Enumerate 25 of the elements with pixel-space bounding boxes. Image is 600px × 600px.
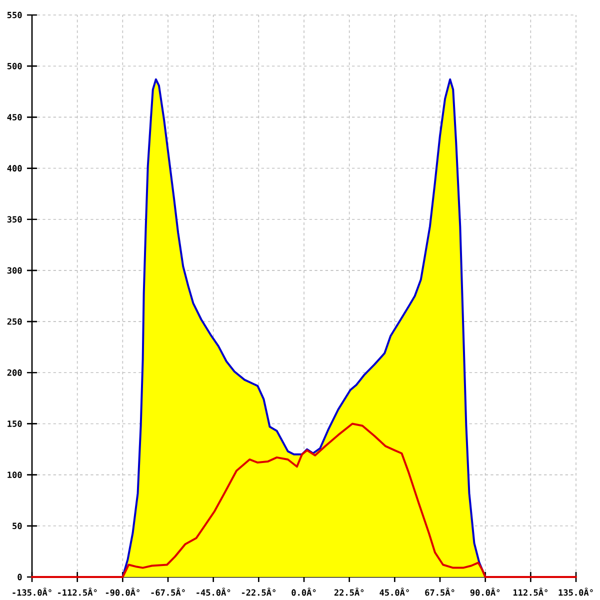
y-tick-label: 350: [7, 216, 22, 223]
x-tick-label: 90.0Â°: [470, 588, 500, 596]
x-tick-label: -112.5Â°: [58, 588, 97, 596]
y-tick-label: 0: [18, 574, 22, 580]
y-tick-label: 300: [7, 267, 22, 274]
y-tick-label: 450: [7, 114, 22, 120]
x-tick-label: 22.5Â°: [334, 588, 364, 596]
y-tick-label: 200: [7, 369, 22, 376]
y-tick-label: 250: [7, 318, 22, 325]
x-tick-label: -22.5Â°: [242, 588, 276, 596]
x-tick-label: 135.0Â°: [558, 588, 593, 596]
y-tick-label: 50: [12, 522, 22, 530]
y-tick-label: 500: [7, 62, 22, 70]
x-tick-label: -45.0Â°: [196, 588, 230, 596]
x-tick-label: 0.0Â°: [292, 588, 316, 596]
x-tick-label: -90.0Â°: [106, 588, 140, 596]
x-tick-label: 45.0Â°: [380, 588, 409, 596]
x-tick-label: 67.5Â°: [425, 588, 454, 596]
x-tick-label: 112.5Â°: [513, 588, 548, 596]
x-tick-label: -135.0Â°: [12, 588, 52, 596]
y-tick-label: 550: [7, 12, 22, 18]
y-tick-label: 400: [7, 165, 22, 172]
y-tick-label: 100: [8, 472, 22, 478]
y-tick-label: 150: [8, 420, 22, 427]
x-tick-label: -67.5Â°: [151, 588, 185, 596]
